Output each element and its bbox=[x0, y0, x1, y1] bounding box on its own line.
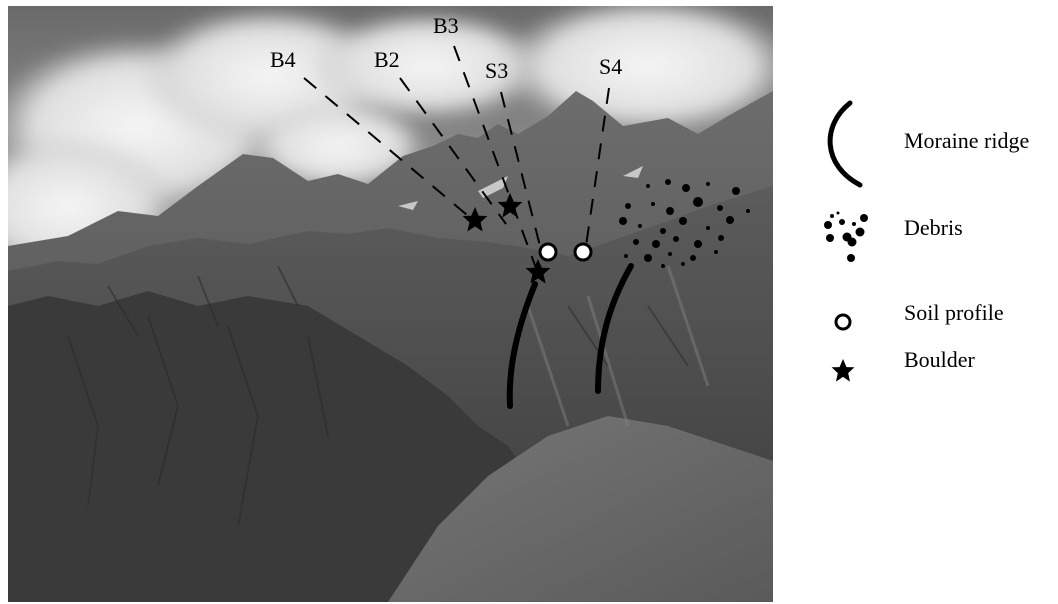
label-s4: S4 bbox=[599, 54, 622, 79]
leader-line-b3 bbox=[453, 45, 537, 269]
legend-label-boulder: Boulder bbox=[904, 347, 975, 372]
soil-profile-s3 bbox=[538, 242, 558, 262]
boulders bbox=[462, 193, 551, 284]
dots-icon bbox=[824, 211, 868, 262]
moraine-ridge-right bbox=[595, 263, 634, 394]
clouds bbox=[8, 6, 773, 276]
legend-label-debris: Debris bbox=[904, 215, 963, 240]
label-b4: B4 bbox=[270, 47, 296, 72]
label-b3: B3 bbox=[433, 13, 459, 38]
arc-line-icon bbox=[827, 100, 863, 188]
legend-item-moraine-ridge: Moraine ridge bbox=[780, 95, 1058, 188]
legend-item-debris: Debris bbox=[780, 210, 1058, 270]
circle-icon bbox=[834, 313, 852, 331]
leader-lines bbox=[303, 45, 610, 269]
light-slope-streaks bbox=[526, 265, 710, 427]
label-s3: S3 bbox=[485, 58, 508, 83]
legend-item-boulder: Boulder bbox=[780, 343, 1058, 403]
soil-profile-s4 bbox=[573, 242, 593, 262]
rock-texture bbox=[67, 265, 689, 527]
star-icon bbox=[831, 359, 855, 382]
legend-label-soil-profile: Soil profile bbox=[904, 300, 1004, 325]
soil-profiles bbox=[538, 242, 593, 262]
legend-label-moraine-ridge: Moraine ridge bbox=[904, 128, 1030, 153]
moraine-ridges bbox=[506, 263, 634, 409]
label-b2: B2 bbox=[374, 47, 400, 72]
valley-floor bbox=[388, 416, 773, 602]
forest-foreground bbox=[8, 291, 568, 602]
debris-field bbox=[619, 179, 750, 268]
boulder-b3 bbox=[525, 259, 551, 284]
leader-line-b2 bbox=[399, 77, 507, 225]
mountain-photo: B4 B2 B3 S3 S4 bbox=[8, 6, 773, 602]
boulder-b4 bbox=[462, 207, 488, 232]
leader-line-b4 bbox=[303, 77, 474, 221]
moraine-ridge-left bbox=[506, 281, 538, 409]
boulder-b2 bbox=[497, 193, 523, 218]
legend-item-soil-profile: Soil profile bbox=[780, 295, 1058, 355]
legend: Moraine ridge Debris Soil profile Boulde… bbox=[780, 0, 1058, 604]
